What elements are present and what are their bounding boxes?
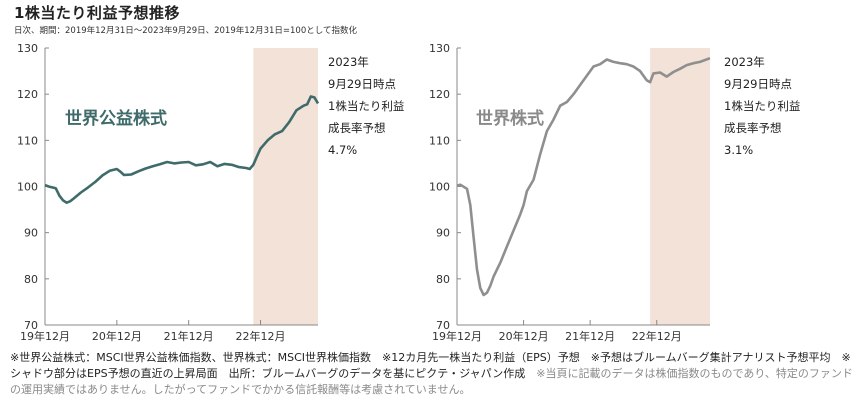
chart0-x-tick-label: 21年12月 xyxy=(164,329,214,343)
chart1-annotation-line: 9月29日時点 xyxy=(724,77,792,91)
chart1-y-tick-label: 110 xyxy=(429,134,450,147)
chart0-annotation-line: 1株当たり利益 xyxy=(328,99,404,113)
chart1-x-tick-label: 20年12月 xyxy=(499,329,549,343)
chart1-series-line xyxy=(456,56,711,297)
chart0-y-tick-label: 110 xyxy=(17,134,38,147)
chart1-annotation-line: 成長率予想 xyxy=(724,121,782,135)
chart1-x-tick-label: 19年12月 xyxy=(432,329,482,343)
chart1-x-tick-label: 21年12月 xyxy=(565,329,615,343)
chart0-shaded-region xyxy=(253,48,318,325)
chart0-annotation-line: 2023年 xyxy=(328,55,369,69)
chart1-x-tick-label: 22年12月 xyxy=(632,329,682,343)
chart1-series-title: 世界株式 xyxy=(476,108,544,129)
chart-main-title: 1株当たり利益予想推移 xyxy=(14,4,180,22)
footnote: ※世界公益株式：MSCI世界公益株価指数、世界株式：MSCI世界株価指数 ※12… xyxy=(10,350,855,398)
chart0-x-tick-label: 19年12月 xyxy=(20,329,70,343)
chart0-y-tick-label: 130 xyxy=(17,42,38,55)
chart0-annotation-line: 成長率予想 xyxy=(328,121,386,135)
footnote-main: ※世界公益株式：MSCI世界公益株価指数、世界株式：MSCI世界株価指数 ※12… xyxy=(10,351,851,380)
chart1-annotation-line: 3.1% xyxy=(724,143,753,157)
chart1-annotation-line: 2023年 xyxy=(724,55,765,69)
chart0-y-tick-label: 80 xyxy=(24,273,38,286)
chart1-shaded-region xyxy=(650,48,710,325)
chart0-y-tick-label: 100 xyxy=(17,181,38,194)
chart1-y-tick-label: 130 xyxy=(429,42,450,55)
chart1-y-tick-label: 100 xyxy=(429,181,450,194)
chart0-y-tick-label: 70 xyxy=(24,319,38,332)
footnote-disclaimer: ※当頁に記載のデータは株価指数のものであり、特定のファンドの運用実績ではありませ… xyxy=(10,367,853,396)
chart0-annotation-line: 9月29日時点 xyxy=(328,77,396,91)
chart0-annotation-line: 4.7% xyxy=(328,143,357,157)
chart0-y-tick-label: 90 xyxy=(24,227,38,240)
chart1-y-tick-label: 120 xyxy=(429,88,450,101)
chart0-x-tick-label: 22年12月 xyxy=(236,329,286,343)
chart1-y-tick-label: 90 xyxy=(436,227,450,240)
chart0-x-tick-label: 20年12月 xyxy=(92,329,142,343)
chart0-series-title: 世界公益株式 xyxy=(65,108,167,129)
chart-subtitle: 日次、期間：2019年12月31日～2023年9月29日、2019年12月31日… xyxy=(14,26,357,36)
chart0-series-line xyxy=(44,95,320,204)
chart1-y-tick-label: 70 xyxy=(436,319,450,332)
chart1-y-tick-label: 80 xyxy=(436,273,450,286)
chart1-annotation-line: 1株当たり利益 xyxy=(724,99,800,113)
chart0-y-tick-label: 120 xyxy=(17,88,38,101)
